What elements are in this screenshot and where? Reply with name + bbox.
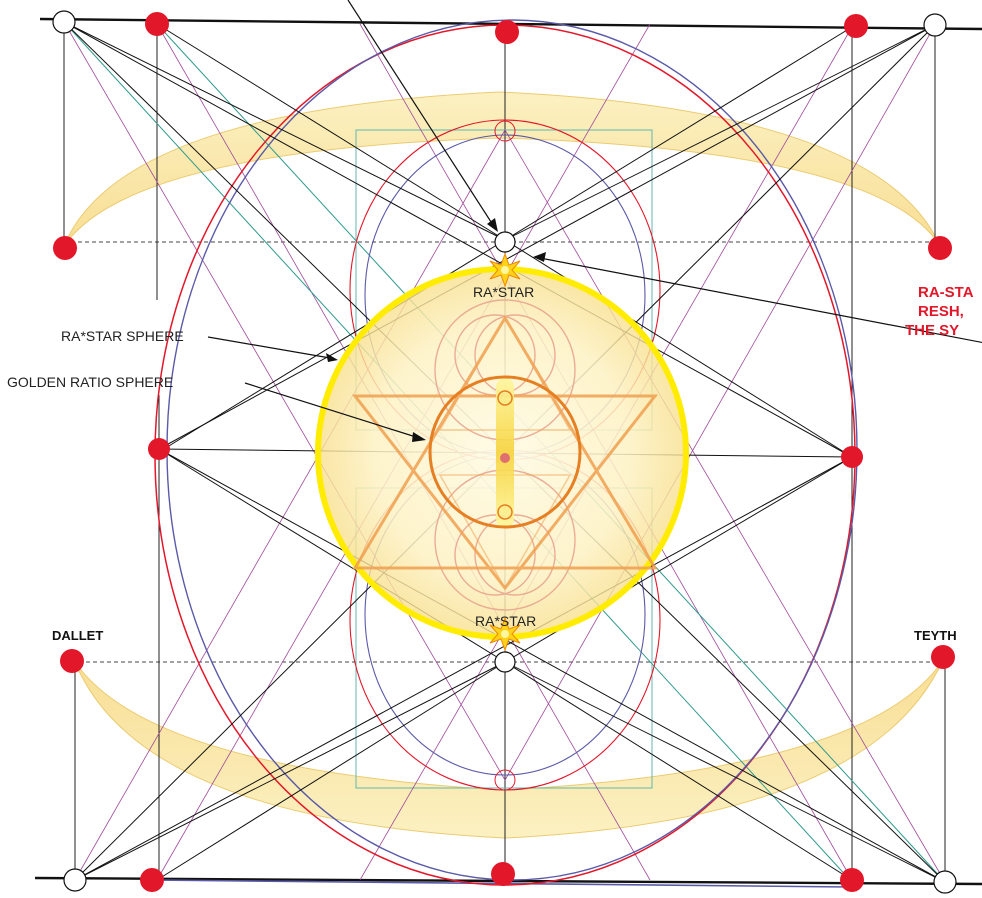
starburst-bottom <box>489 616 521 652</box>
beam-ring-bottom <box>497 504 513 520</box>
tip-markers <box>494 120 516 791</box>
golden-ratio-sphere-label: GOLDEN RATIO SPHERE <box>7 374 173 390</box>
red-dot <box>928 236 952 260</box>
red-dot <box>145 12 169 36</box>
top-crescent <box>63 91 941 247</box>
red-note-line-3: THE SY <box>905 322 959 339</box>
teyth-label: TEYTH <box>914 628 957 643</box>
ra-star-sphere-label: RA*STAR SPHERE <box>61 328 184 344</box>
center-dot <box>500 453 510 463</box>
red-dot <box>491 862 515 886</box>
golden-ratio-sphere <box>428 375 582 529</box>
red-dot <box>495 20 519 44</box>
red-note-line-2: RESH, <box>918 303 964 320</box>
dallet-label: DALLET <box>52 628 103 643</box>
red-dots <box>53 12 955 892</box>
red-dot <box>53 236 77 260</box>
red-dot <box>931 645 955 669</box>
starburst-top <box>489 252 521 288</box>
ra-star-bottom-label: RA*STAR <box>475 613 536 629</box>
ra-star-top-label: RA*STAR <box>473 284 534 300</box>
arrowheads <box>326 218 546 442</box>
hollow-circles <box>52 10 957 894</box>
red-dot <box>140 868 164 892</box>
red-dot <box>148 438 170 460</box>
red-dot <box>840 868 864 892</box>
red-note-line-1: RA-STA <box>918 284 974 301</box>
red-dot <box>844 14 868 38</box>
beam-ring-top <box>497 390 513 406</box>
red-dot <box>841 446 863 468</box>
annotation-arrows <box>207 0 982 438</box>
red-dot <box>60 649 84 673</box>
